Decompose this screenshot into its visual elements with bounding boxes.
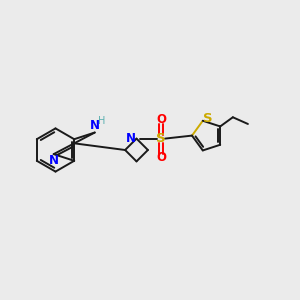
Text: O: O [156, 113, 166, 126]
Text: N: N [49, 154, 59, 167]
Text: S: S [203, 112, 213, 125]
Text: N: N [126, 131, 136, 145]
Text: H: H [98, 116, 105, 126]
Text: N: N [90, 119, 100, 132]
Text: S: S [156, 132, 166, 145]
Text: O: O [156, 151, 166, 164]
